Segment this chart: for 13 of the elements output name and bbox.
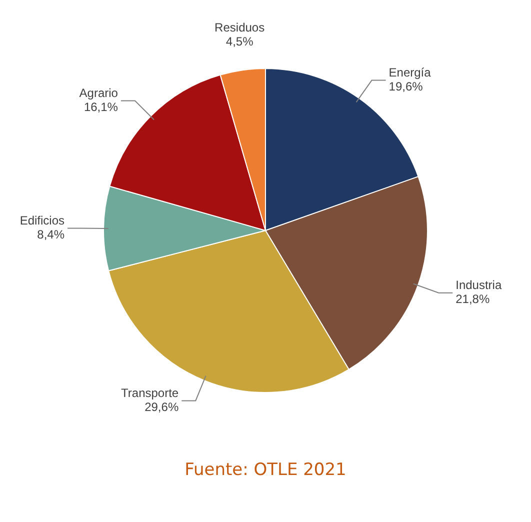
- data-label: 8,4%: [37, 228, 65, 242]
- data-label: 19,6%: [388, 80, 424, 94]
- data-label: 21,8%: [456, 292, 490, 306]
- data-label: 16,1%: [84, 100, 118, 114]
- slice-label: Industria: [456, 278, 502, 292]
- slice-label: Residuos: [214, 20, 265, 35]
- slice-label: Agrario: [79, 86, 118, 100]
- source-note: Fuente: OTLE 2021: [184, 460, 348, 480]
- slice-label: Energía: [388, 66, 432, 80]
- slice-label: Edificios: [20, 214, 65, 228]
- data-label: 29,6%: [144, 400, 179, 414]
- data-label: 4,5%: [226, 34, 254, 49]
- slice-label: Transporte: [121, 386, 179, 400]
